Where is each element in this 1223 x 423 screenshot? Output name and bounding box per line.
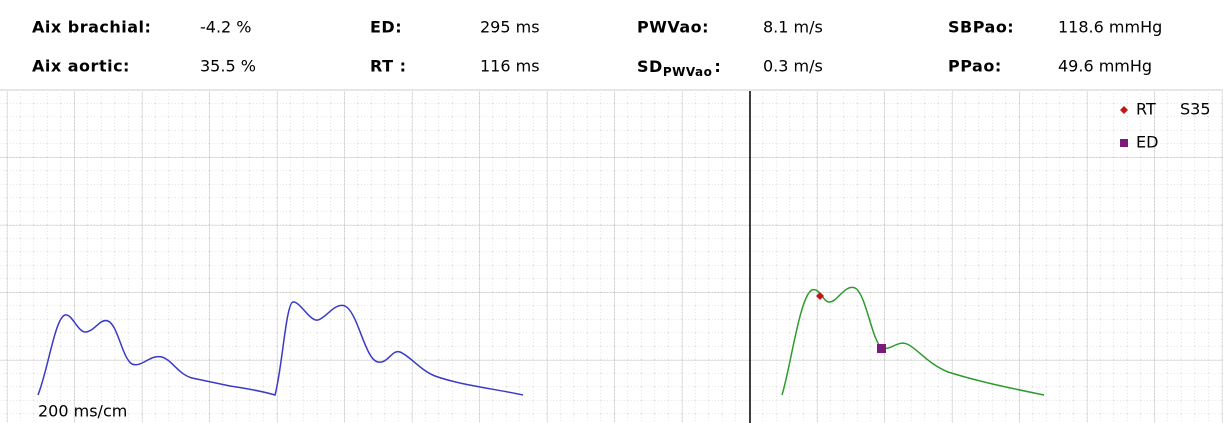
legend: RT S35 ED xyxy=(1120,100,1211,152)
field-label: PPao: xyxy=(948,57,1002,76)
field-value: 0.3 m/s xyxy=(763,57,823,76)
legend-ed-swatch xyxy=(1120,139,1128,147)
scale-label: 200 ms/cm xyxy=(38,402,127,421)
brachial-wave xyxy=(37,301,524,396)
field-label: SBPao: xyxy=(948,18,1014,37)
plot xyxy=(0,91,1223,423)
field-value: 49.6 mmHg xyxy=(1058,57,1152,76)
field-label: Aix aortic: xyxy=(32,57,130,76)
field-label: SDPWVao: xyxy=(637,57,721,79)
field-value: 8.1 m/s xyxy=(763,18,823,37)
field-value: 35.5 % xyxy=(200,57,256,76)
field-label: ED: xyxy=(370,18,402,37)
rt-marker xyxy=(816,292,824,300)
header: Aix brachial: -4.2 % ED: 295 ms PWVao: 8.1 m/… xyxy=(32,18,1162,79)
ed-marker xyxy=(877,344,886,353)
label-sub: PWVao xyxy=(663,65,713,79)
field-label: Aix brachial: xyxy=(32,18,151,37)
field-label: PWVao: xyxy=(637,18,709,37)
legend-ed: ED xyxy=(1136,133,1158,152)
label-suffix: : xyxy=(714,57,721,76)
legend-rt: RT xyxy=(1136,100,1156,119)
legend-rt-swatch xyxy=(1120,106,1128,114)
field-value: 116 ms xyxy=(480,57,540,76)
field-value: -4.2 % xyxy=(200,18,252,37)
major-grid xyxy=(0,91,1223,423)
aortic-wave xyxy=(781,286,1045,396)
field-label: RT : xyxy=(370,57,406,76)
legend-rt-extra: S35 xyxy=(1180,100,1211,119)
field-value: 118.6 mmHg xyxy=(1058,18,1162,37)
field-value: 295 ms xyxy=(480,18,540,37)
label-main: SD xyxy=(637,57,663,76)
